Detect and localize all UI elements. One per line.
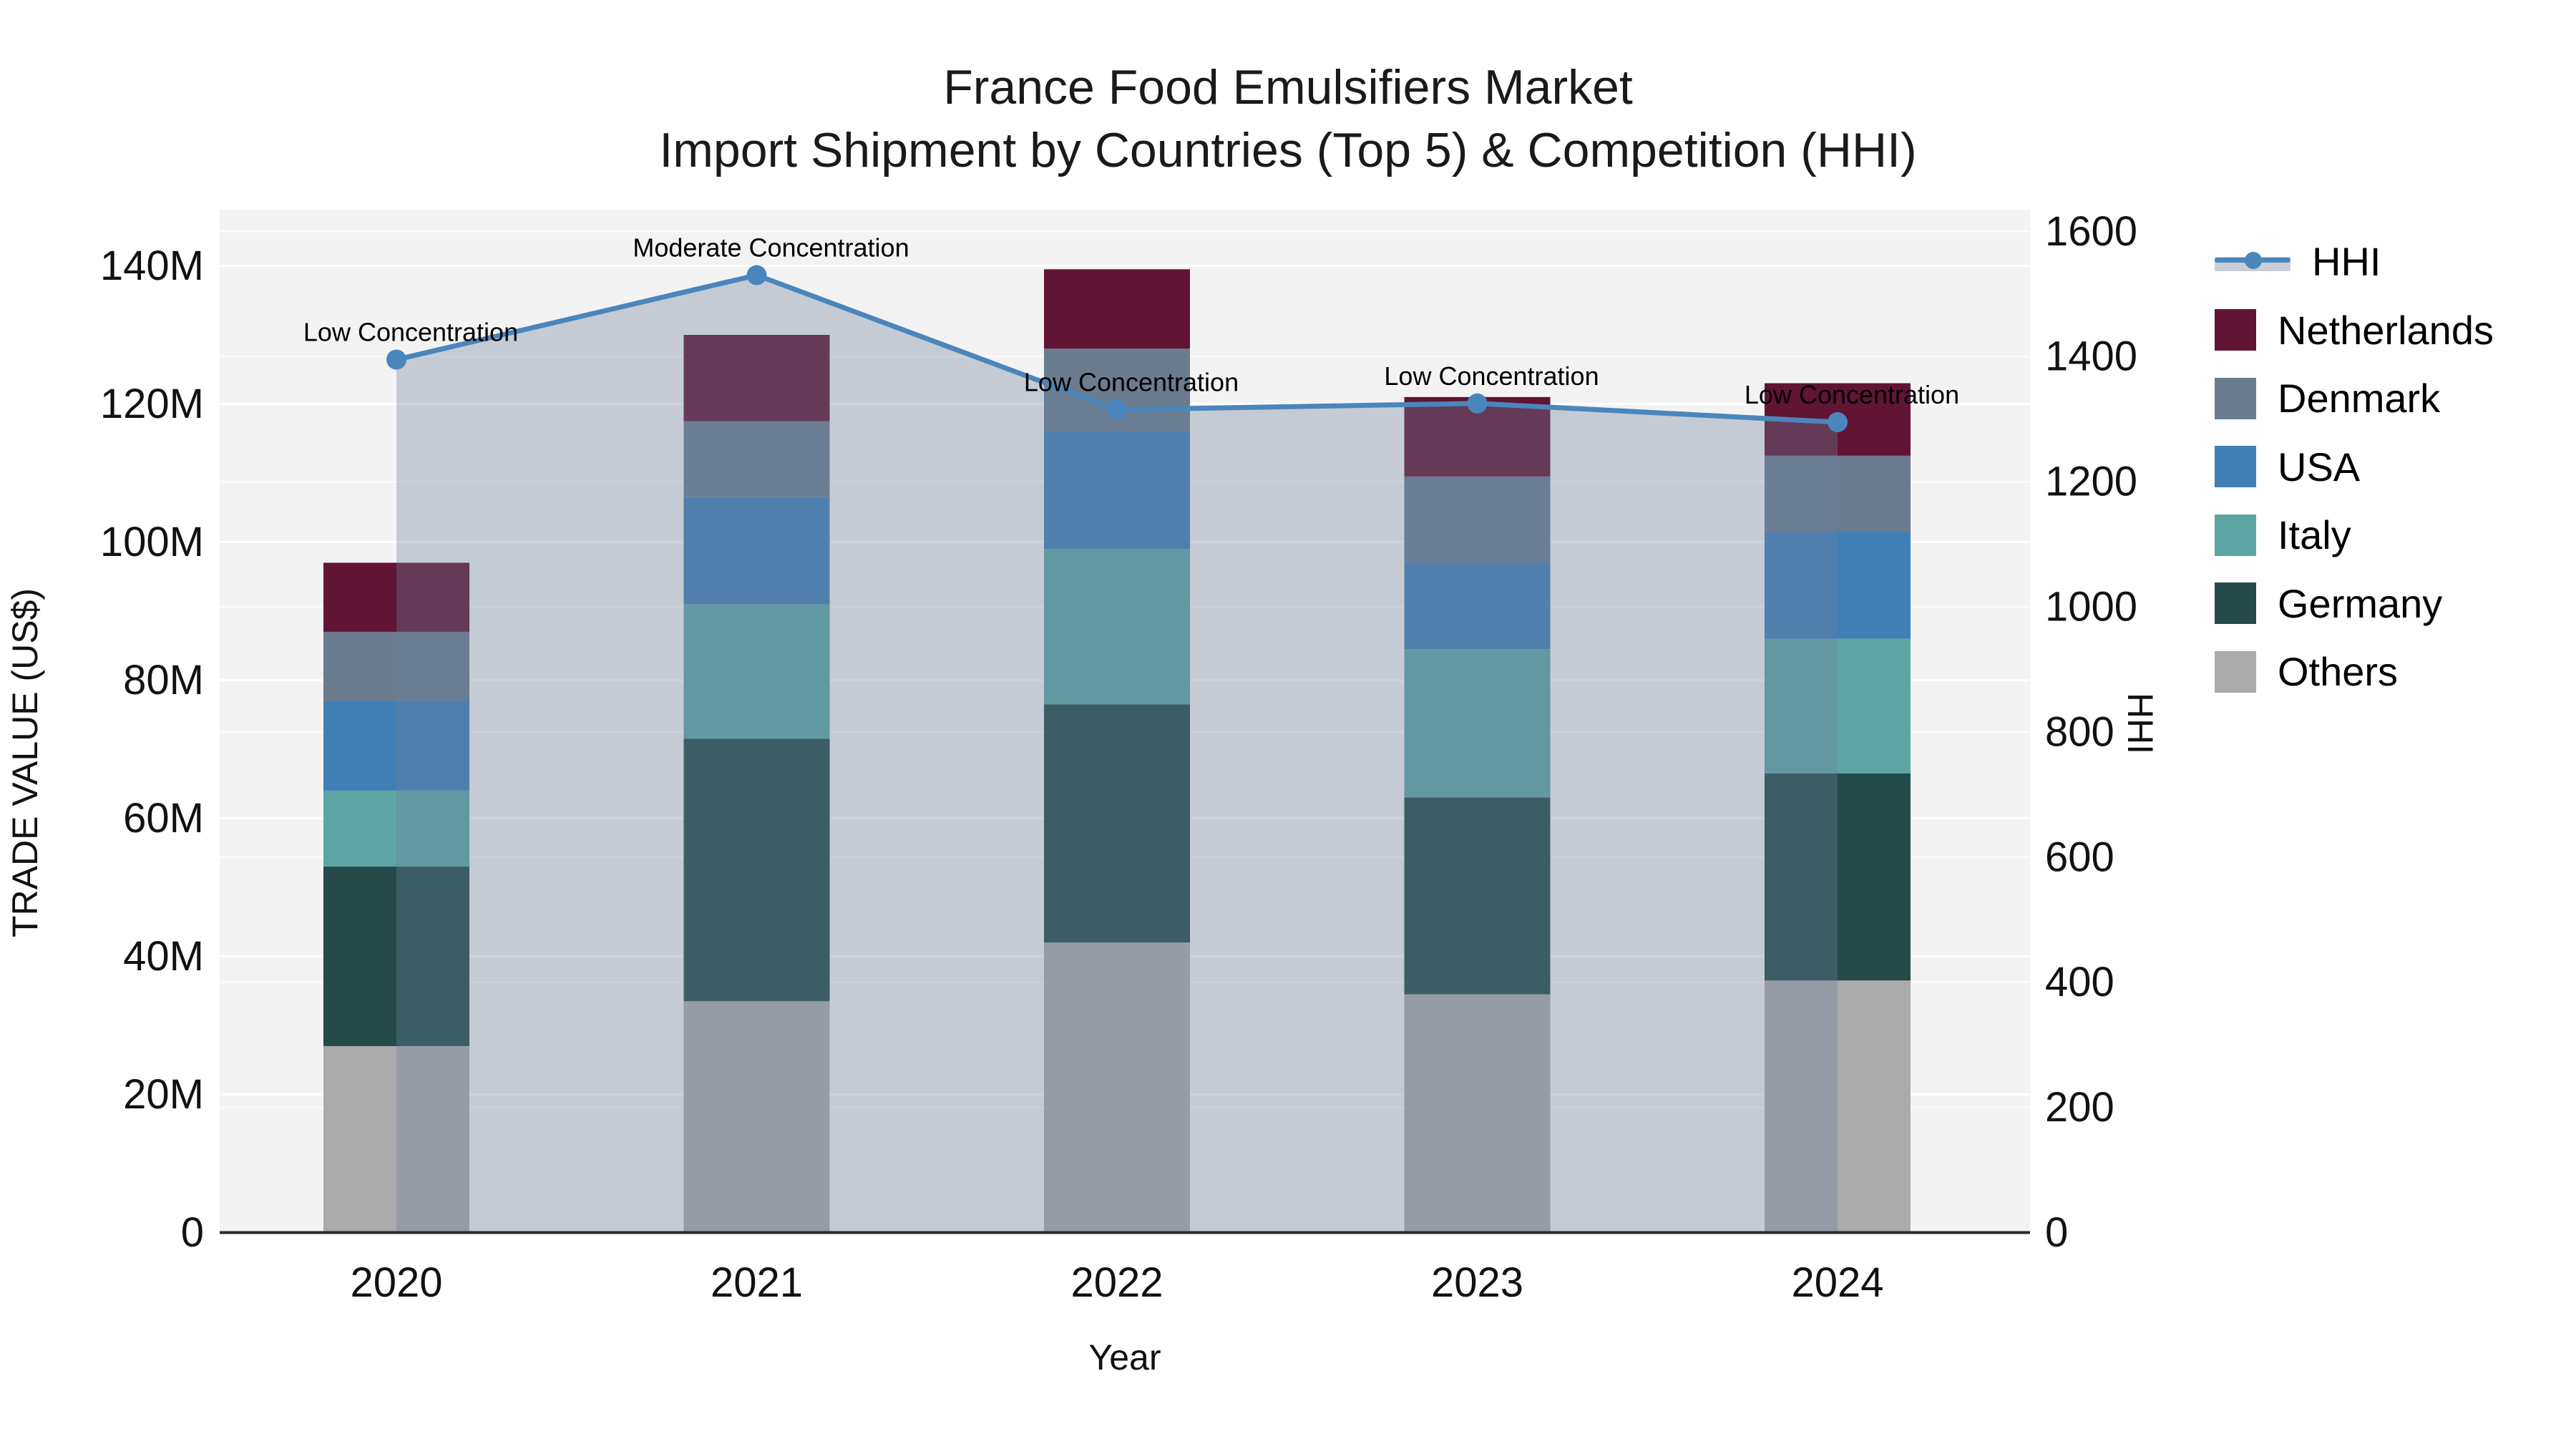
y-left-tick-80M: 80M (123, 657, 204, 703)
y-left-tick-120M: 120M (100, 381, 204, 427)
y-right-tick-1600: 1600 (2045, 208, 2137, 255)
hhi-area-fill (396, 275, 1838, 1233)
legend-swatch-icon (2215, 377, 2256, 419)
legend-label: Italy (2278, 512, 2351, 558)
bar-segment-netherlands-2022 (1044, 269, 1190, 349)
legend-item-italy: Italy (2215, 501, 2494, 570)
bar-segment-usa-2021 (683, 497, 830, 605)
y-left-tick-100M: 100M (100, 519, 204, 565)
y-right-tick-600: 600 (2045, 834, 2114, 880)
annotation-2021: Moderate Concentration (633, 233, 909, 263)
legend-swatch-icon (2215, 514, 2256, 556)
y-right-tick-200: 200 (2045, 1084, 2114, 1131)
x-tick-2024: 2024 (1791, 1259, 1883, 1306)
legend-swatch-icon (2215, 582, 2256, 625)
annotation-2024: Low Concentration (1745, 380, 1959, 409)
legend-item-netherlands: Netherlands (2215, 296, 2494, 365)
hhi-marker-2022 (1107, 399, 1127, 420)
x-tick-2023: 2023 (1431, 1259, 1523, 1306)
bar-segment-italy-2020 (323, 790, 469, 867)
bar-segment-germany-2022 (1044, 704, 1190, 943)
bar-segment-usa-2023 (1404, 562, 1551, 650)
legend-item-germany: Germany (2215, 570, 2494, 638)
bar-segment-others-2023 (1404, 994, 1551, 1233)
bar-segment-italy-2022 (1044, 549, 1190, 705)
y-right-tick-1200: 1200 (2045, 459, 2137, 505)
legend-label: HHI (2312, 239, 2381, 285)
y-right-tick-1400: 1400 (2045, 333, 2137, 380)
x-tick-2021: 2021 (711, 1259, 803, 1306)
bar-segment-others-2021 (683, 1001, 830, 1233)
bar-segment-italy-2024 (1765, 638, 1911, 774)
bar-segment-usa-2022 (1044, 431, 1190, 550)
legend-label: Germany (2278, 580, 2443, 626)
legend-item-usa: USA (2215, 433, 2494, 502)
y-right-tick-400: 400 (2045, 959, 2114, 1005)
annotation-2023: Low Concentration (1384, 361, 1599, 391)
chart-title-line2: Import Shipment by Countries (Top 5) & C… (659, 123, 1917, 178)
hhi-marker-2024 (1828, 412, 1848, 433)
legend-label: Denmark (2278, 376, 2441, 421)
y-right-tick-0: 0 (2045, 1209, 2068, 1256)
annotation-2020: Low Concentration (303, 318, 518, 347)
bar-segment-usa-2020 (323, 701, 469, 791)
y-right-tick-1000: 1000 (2045, 584, 2137, 630)
bar-segment-germany-2021 (683, 738, 830, 1002)
bar-segment-netherlands-2021 (683, 335, 830, 421)
hhi-marker-2020 (386, 349, 406, 370)
y-right-axis-title: HHI (2120, 693, 2160, 755)
legend-item-others: Others (2215, 638, 2494, 706)
bar-segment-others-2024 (1765, 980, 1911, 1233)
hhi-marker-2021 (746, 265, 767, 286)
bar-segment-netherlands-2020 (323, 562, 469, 632)
y-left-tick-0: 0 (181, 1209, 204, 1256)
bar-segment-denmark-2023 (1404, 476, 1551, 563)
chart-title-line1: France Food Emulsifiers Market (943, 60, 1633, 114)
legend-item-hhi: HHI (2215, 228, 2494, 296)
bar-segment-usa-2024 (1765, 532, 1911, 639)
legend-swatch-icon (2215, 650, 2256, 693)
chart-title: France Food Emulsifiers Market Import Sh… (0, 56, 2576, 182)
bar-segment-germany-2020 (323, 867, 469, 1046)
bar-segment-others-2022 (1044, 942, 1190, 1233)
legend-label: Others (2278, 649, 2399, 695)
y-left-tick-40M: 40M (123, 933, 204, 980)
legend-label: Netherlands (2278, 307, 2494, 353)
bar-segment-others-2020 (323, 1045, 469, 1233)
legend-swatch-icon (2215, 446, 2256, 488)
x-tick-2022: 2022 (1070, 1259, 1163, 1306)
x-axis-title: Year (1088, 1337, 1161, 1377)
bar-segment-denmark-2024 (1765, 455, 1911, 532)
hhi-marker-2023 (1467, 393, 1488, 414)
bar-segment-denmark-2020 (323, 631, 469, 701)
y-left-tick-140M: 140M (100, 243, 204, 289)
bar-segment-denmark-2021 (683, 421, 830, 497)
legend-label: USA (2278, 444, 2361, 489)
legend-item-denmark: Denmark (2215, 364, 2494, 433)
y-left-tick-20M: 20M (123, 1071, 204, 1118)
y-left-tick-60M: 60M (123, 795, 204, 841)
bar-segment-germany-2024 (1765, 773, 1911, 981)
bar-segment-italy-2021 (683, 604, 830, 739)
legend-swatch-icon (2215, 309, 2256, 351)
legend-line-swatch-icon (2215, 251, 2290, 273)
x-tick-2020: 2020 (350, 1259, 442, 1306)
y-right-tick-800: 800 (2045, 708, 2114, 755)
legend: HHI Netherlands Denmark USA Italy Germany Othe… (2215, 228, 2494, 706)
bar-segment-italy-2023 (1404, 649, 1551, 798)
bar-segment-germany-2023 (1404, 797, 1551, 995)
annotation-2022: Low Concentration (1024, 368, 1239, 397)
